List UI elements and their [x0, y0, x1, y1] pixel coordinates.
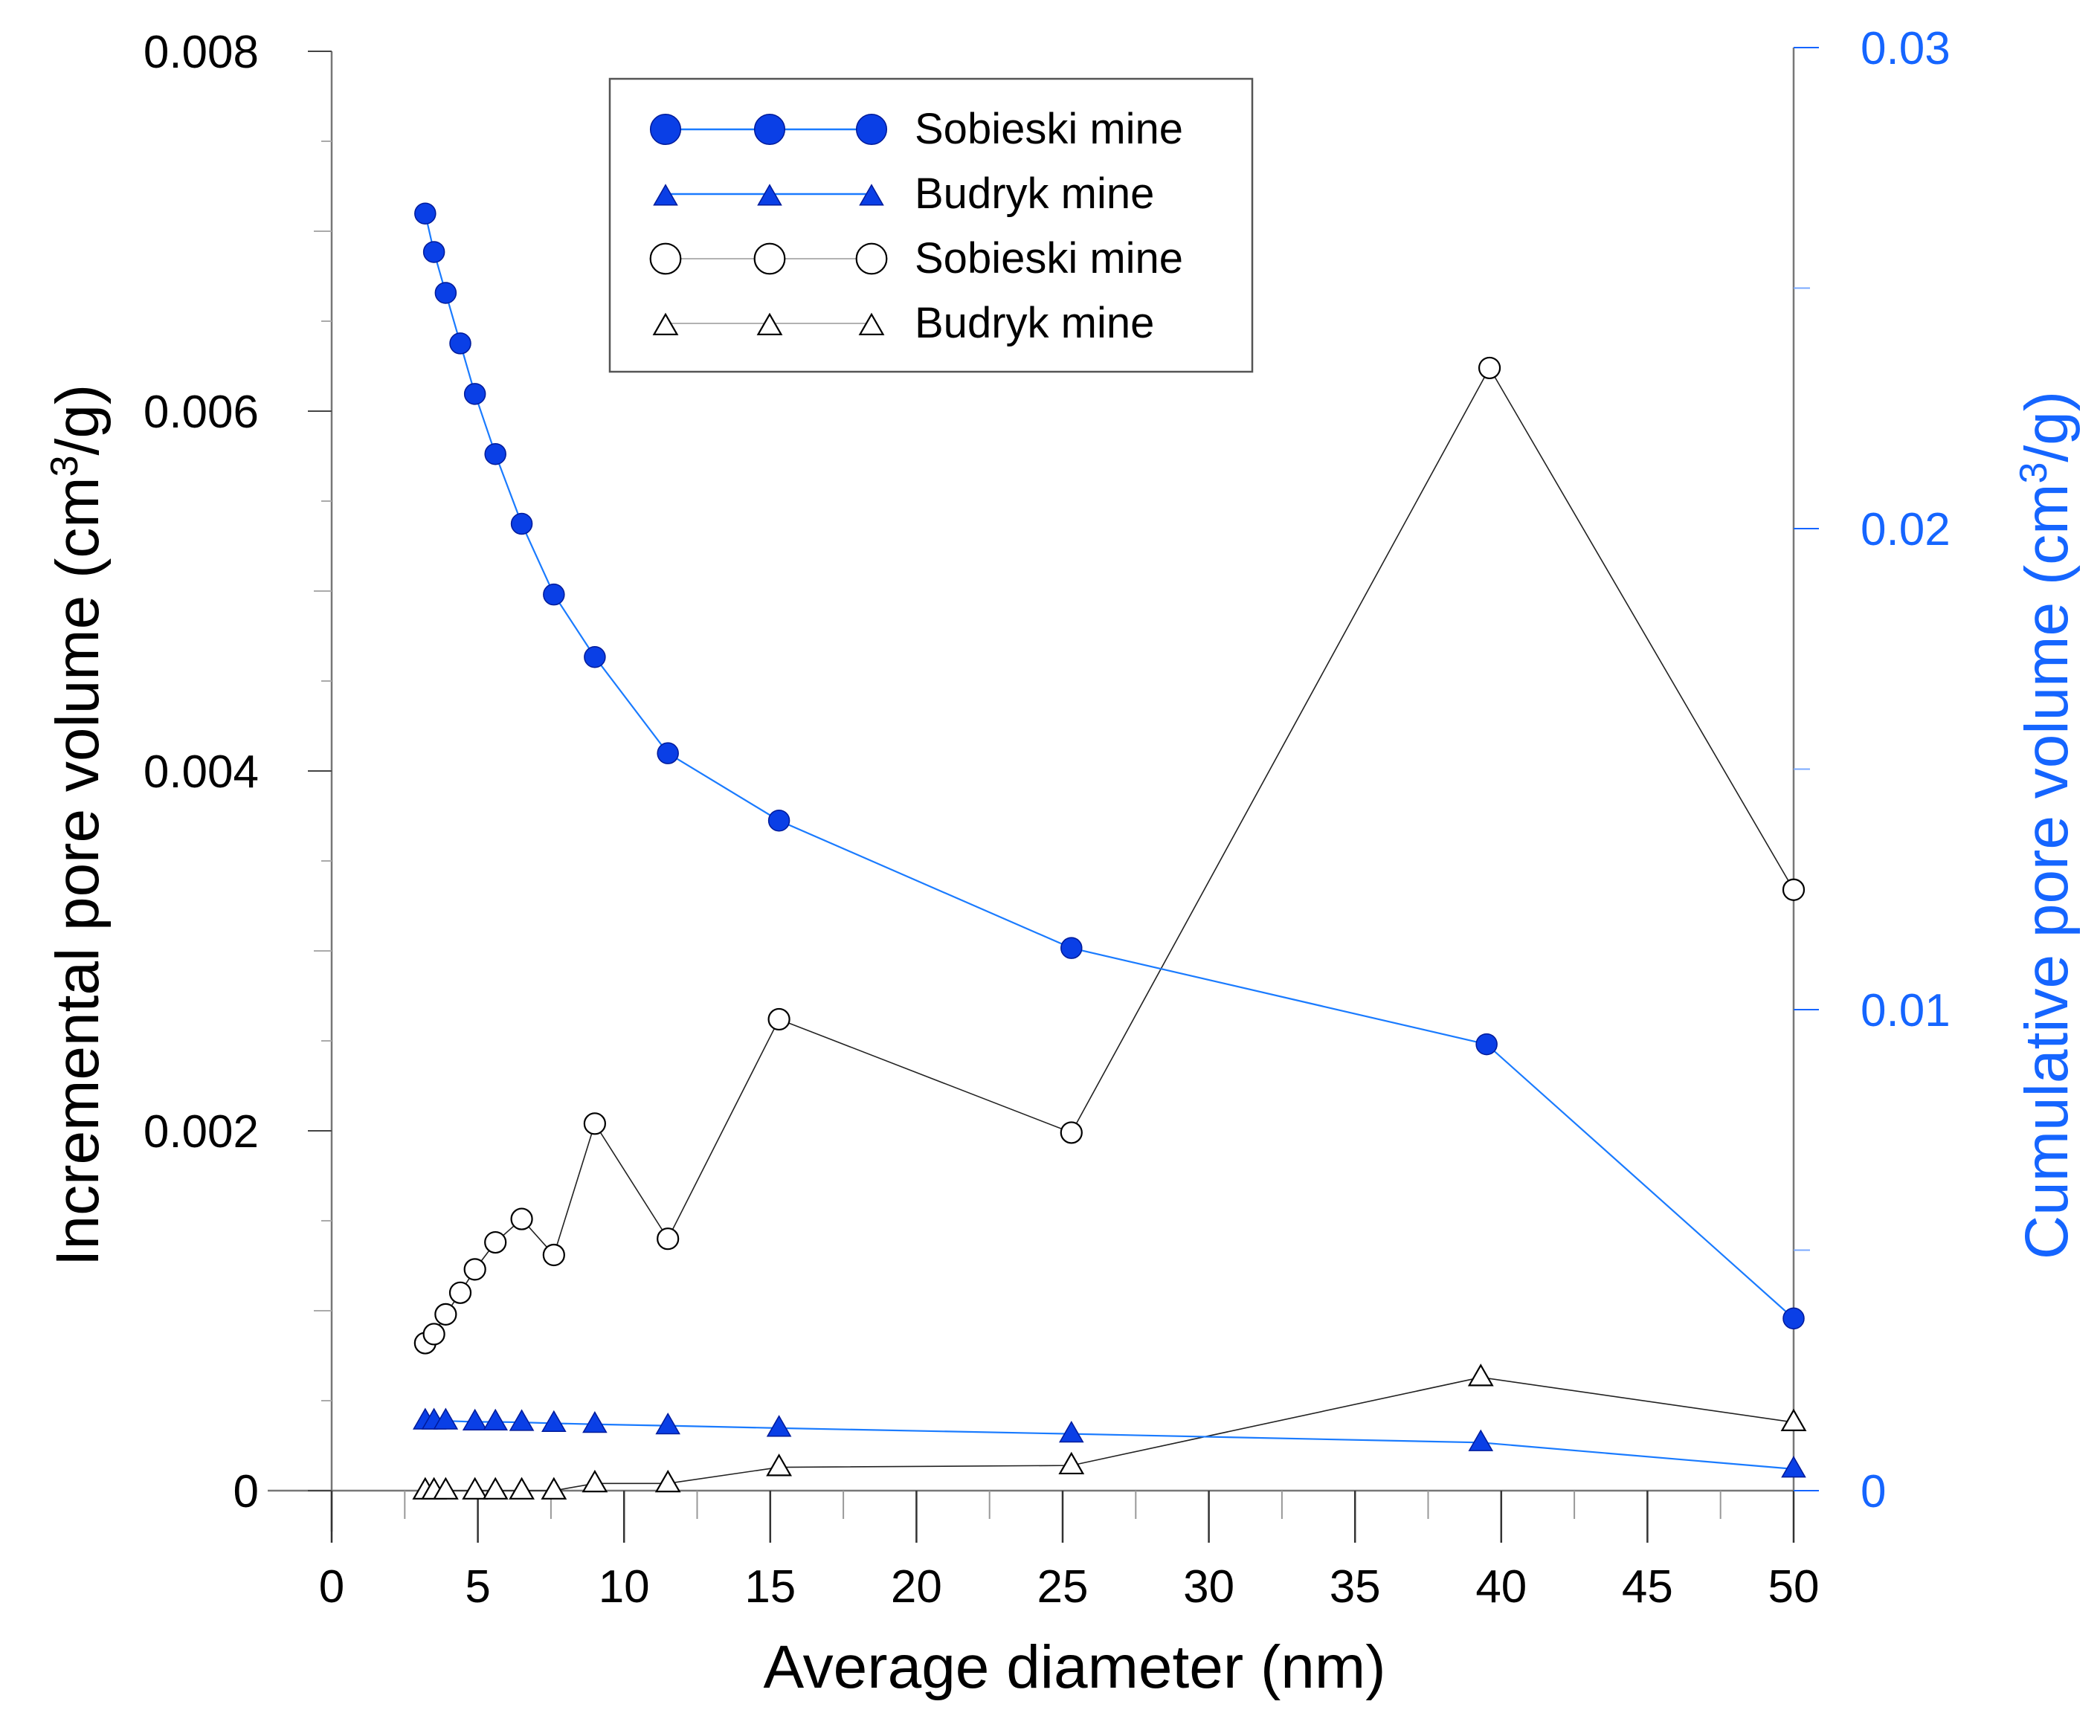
- data-point: [541, 1410, 567, 1432]
- y-left-tick-label: 0.002: [144, 1106, 259, 1158]
- legend-marker: [855, 242, 888, 275]
- series-3: [412, 1364, 1807, 1500]
- data-point: [657, 742, 679, 764]
- legend-marker: [757, 184, 782, 206]
- legend-label-budryk-incremental: Budryk mine: [915, 299, 1154, 347]
- data-point: [655, 1412, 680, 1435]
- data-point: [654, 1469, 681, 1493]
- y-right-tick-label: 0.03: [1861, 23, 1951, 74]
- data-point: [483, 1408, 508, 1431]
- x-tick-label: 30: [1183, 1561, 1234, 1613]
- data-point: [1060, 937, 1083, 959]
- data-point: [448, 1281, 472, 1304]
- data-point: [1059, 1420, 1084, 1443]
- data-point: [509, 1477, 535, 1500]
- legend-marker: [753, 242, 786, 275]
- x-tick-label: 10: [599, 1561, 650, 1613]
- data-point: [422, 241, 445, 263]
- legend-marker: [756, 312, 783, 335]
- x-tick-label: 40: [1475, 1561, 1527, 1613]
- legend-label-sobieski-cumulative: Sobieski mine: [915, 105, 1183, 153]
- series-line: [424, 213, 1794, 1320]
- data-point: [1478, 356, 1501, 380]
- data-point: [422, 1323, 445, 1346]
- x-tick-label: 15: [744, 1561, 796, 1613]
- x-tick-label: 20: [891, 1561, 942, 1613]
- legend-marker: [859, 184, 884, 206]
- legend-label-budryk-cumulative: Budryk mine: [915, 170, 1154, 218]
- series-line: [425, 1420, 1794, 1470]
- data-point: [463, 1258, 486, 1281]
- data-point: [767, 1007, 790, 1031]
- y-right-axis-title: Cumulative pore volume (cm3/g): [2012, 391, 2081, 1259]
- data-point: [434, 282, 457, 304]
- data-point: [582, 1469, 608, 1493]
- x-tick-label: 25: [1037, 1561, 1089, 1613]
- legend-marker: [858, 312, 885, 335]
- legend-marker: [653, 184, 678, 206]
- data-point: [584, 645, 606, 668]
- y-left-tick-label: 0.008: [144, 27, 259, 78]
- legend-marker: [652, 312, 679, 335]
- data-point: [1782, 1307, 1805, 1330]
- x-tick-label: 0: [319, 1561, 344, 1613]
- y-right-tick-label: 0.02: [1861, 504, 1951, 555]
- legend-marker: [855, 113, 888, 146]
- data-point: [449, 332, 471, 355]
- data-point: [1782, 878, 1806, 901]
- data-point: [582, 1411, 608, 1433]
- y-left-axis-title: Incremental pore volume (cm3/g): [43, 384, 112, 1266]
- x-tick-label: 5: [465, 1561, 490, 1613]
- data-point: [509, 1409, 535, 1431]
- data-point: [414, 202, 437, 225]
- data-point: [1781, 1456, 1806, 1478]
- series-2: [413, 356, 1806, 1355]
- legend-marker: [649, 113, 682, 146]
- y-right-tick-label: 0.01: [1861, 985, 1951, 1036]
- legend-marker: [649, 242, 682, 275]
- data-point: [767, 809, 790, 832]
- data-point: [432, 1477, 459, 1500]
- legend-marker: [753, 113, 786, 146]
- data-point: [463, 383, 486, 405]
- data-point: [484, 1230, 507, 1254]
- x-axis-title: Average diameter (nm): [763, 1633, 1385, 1701]
- legend: Sobieski mine Budryk mine Sobieski mine …: [608, 77, 1254, 373]
- y-left-tick-label: 0.006: [144, 387, 259, 438]
- data-point: [510, 1207, 533, 1230]
- data-point: [766, 1415, 792, 1437]
- data-point: [484, 442, 506, 465]
- data-point: [1780, 1408, 1807, 1431]
- plot-area: [412, 202, 1807, 1500]
- y-right-tick-label: 0: [1861, 1466, 1886, 1517]
- data-point: [510, 512, 533, 535]
- data-point: [462, 1477, 489, 1500]
- data-point: [1475, 1033, 1498, 1056]
- data-point: [657, 1227, 680, 1251]
- y-left-tick-label: 0.004: [144, 746, 259, 798]
- data-point: [1058, 1451, 1085, 1475]
- legend-label-sobieski-incremental: Sobieski mine: [915, 234, 1183, 283]
- series-1: [413, 1407, 1806, 1478]
- series-0: [414, 202, 1805, 1330]
- data-point: [462, 1408, 488, 1431]
- data-point: [1060, 1121, 1083, 1144]
- series-line: [425, 367, 1794, 1344]
- data-point: [482, 1477, 509, 1500]
- data-point: [583, 1112, 606, 1135]
- data-point: [1467, 1364, 1494, 1387]
- data-point: [542, 1243, 565, 1267]
- y-left-tick-label: 0: [233, 1466, 259, 1517]
- axes: 0 5 10 15 20 25 30 35 40 45 50 0 0.002 0.004 0.006 0.00…: [144, 23, 1951, 1613]
- x-tick-label: 35: [1330, 1561, 1381, 1613]
- data-point: [1468, 1429, 1494, 1451]
- data-point: [543, 583, 565, 606]
- x-tick-label: 50: [1768, 1561, 1820, 1613]
- data-point: [541, 1477, 567, 1500]
- data-point: [766, 1453, 792, 1477]
- data-point: [434, 1303, 457, 1326]
- x-tick-label: 45: [1622, 1561, 1673, 1613]
- data-point: [433, 1407, 459, 1430]
